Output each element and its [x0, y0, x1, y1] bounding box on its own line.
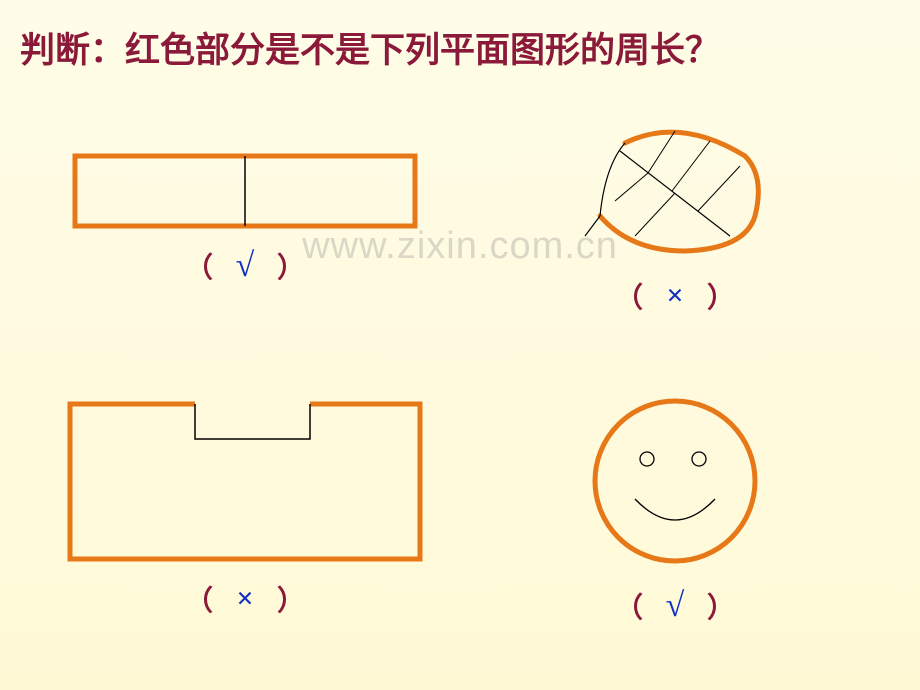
content-grid: （ √ ） （ × ）	[0, 74, 920, 664]
paren-left: （	[615, 276, 643, 316]
cell-leaf: （ × ）	[470, 84, 880, 354]
cell-notch-rect: （ × ）	[40, 374, 450, 644]
paren-left: （	[615, 586, 643, 626]
mark-cross-c: ×	[225, 582, 265, 616]
paren-right: ）	[707, 586, 735, 626]
shape-rect-split	[70, 151, 420, 231]
answer-c: （ × ）	[185, 579, 305, 619]
answer-a: （ √ ）	[185, 246, 305, 286]
paren-right: ）	[707, 276, 735, 316]
cell-rect-split: （ √ ）	[40, 84, 450, 354]
answer-b: （ × ）	[615, 276, 735, 316]
mark-check-a: √	[225, 247, 265, 285]
cell-smiley: （ √ ）	[470, 374, 880, 644]
answer-d: （ √ ）	[615, 586, 735, 626]
paren-right: ）	[277, 246, 305, 286]
mark-cross-b: ×	[655, 279, 695, 313]
shape-smiley	[585, 391, 765, 571]
paren-left: （	[185, 246, 213, 286]
shape-notch-rect	[65, 399, 425, 564]
paren-right: ）	[277, 579, 305, 619]
page-title: 判断：红色部分是不是下列平面图形的周长？	[0, 0, 920, 74]
mark-check-d: √	[655, 587, 695, 625]
shape-leaf	[580, 121, 770, 261]
paren-left: （	[185, 579, 213, 619]
